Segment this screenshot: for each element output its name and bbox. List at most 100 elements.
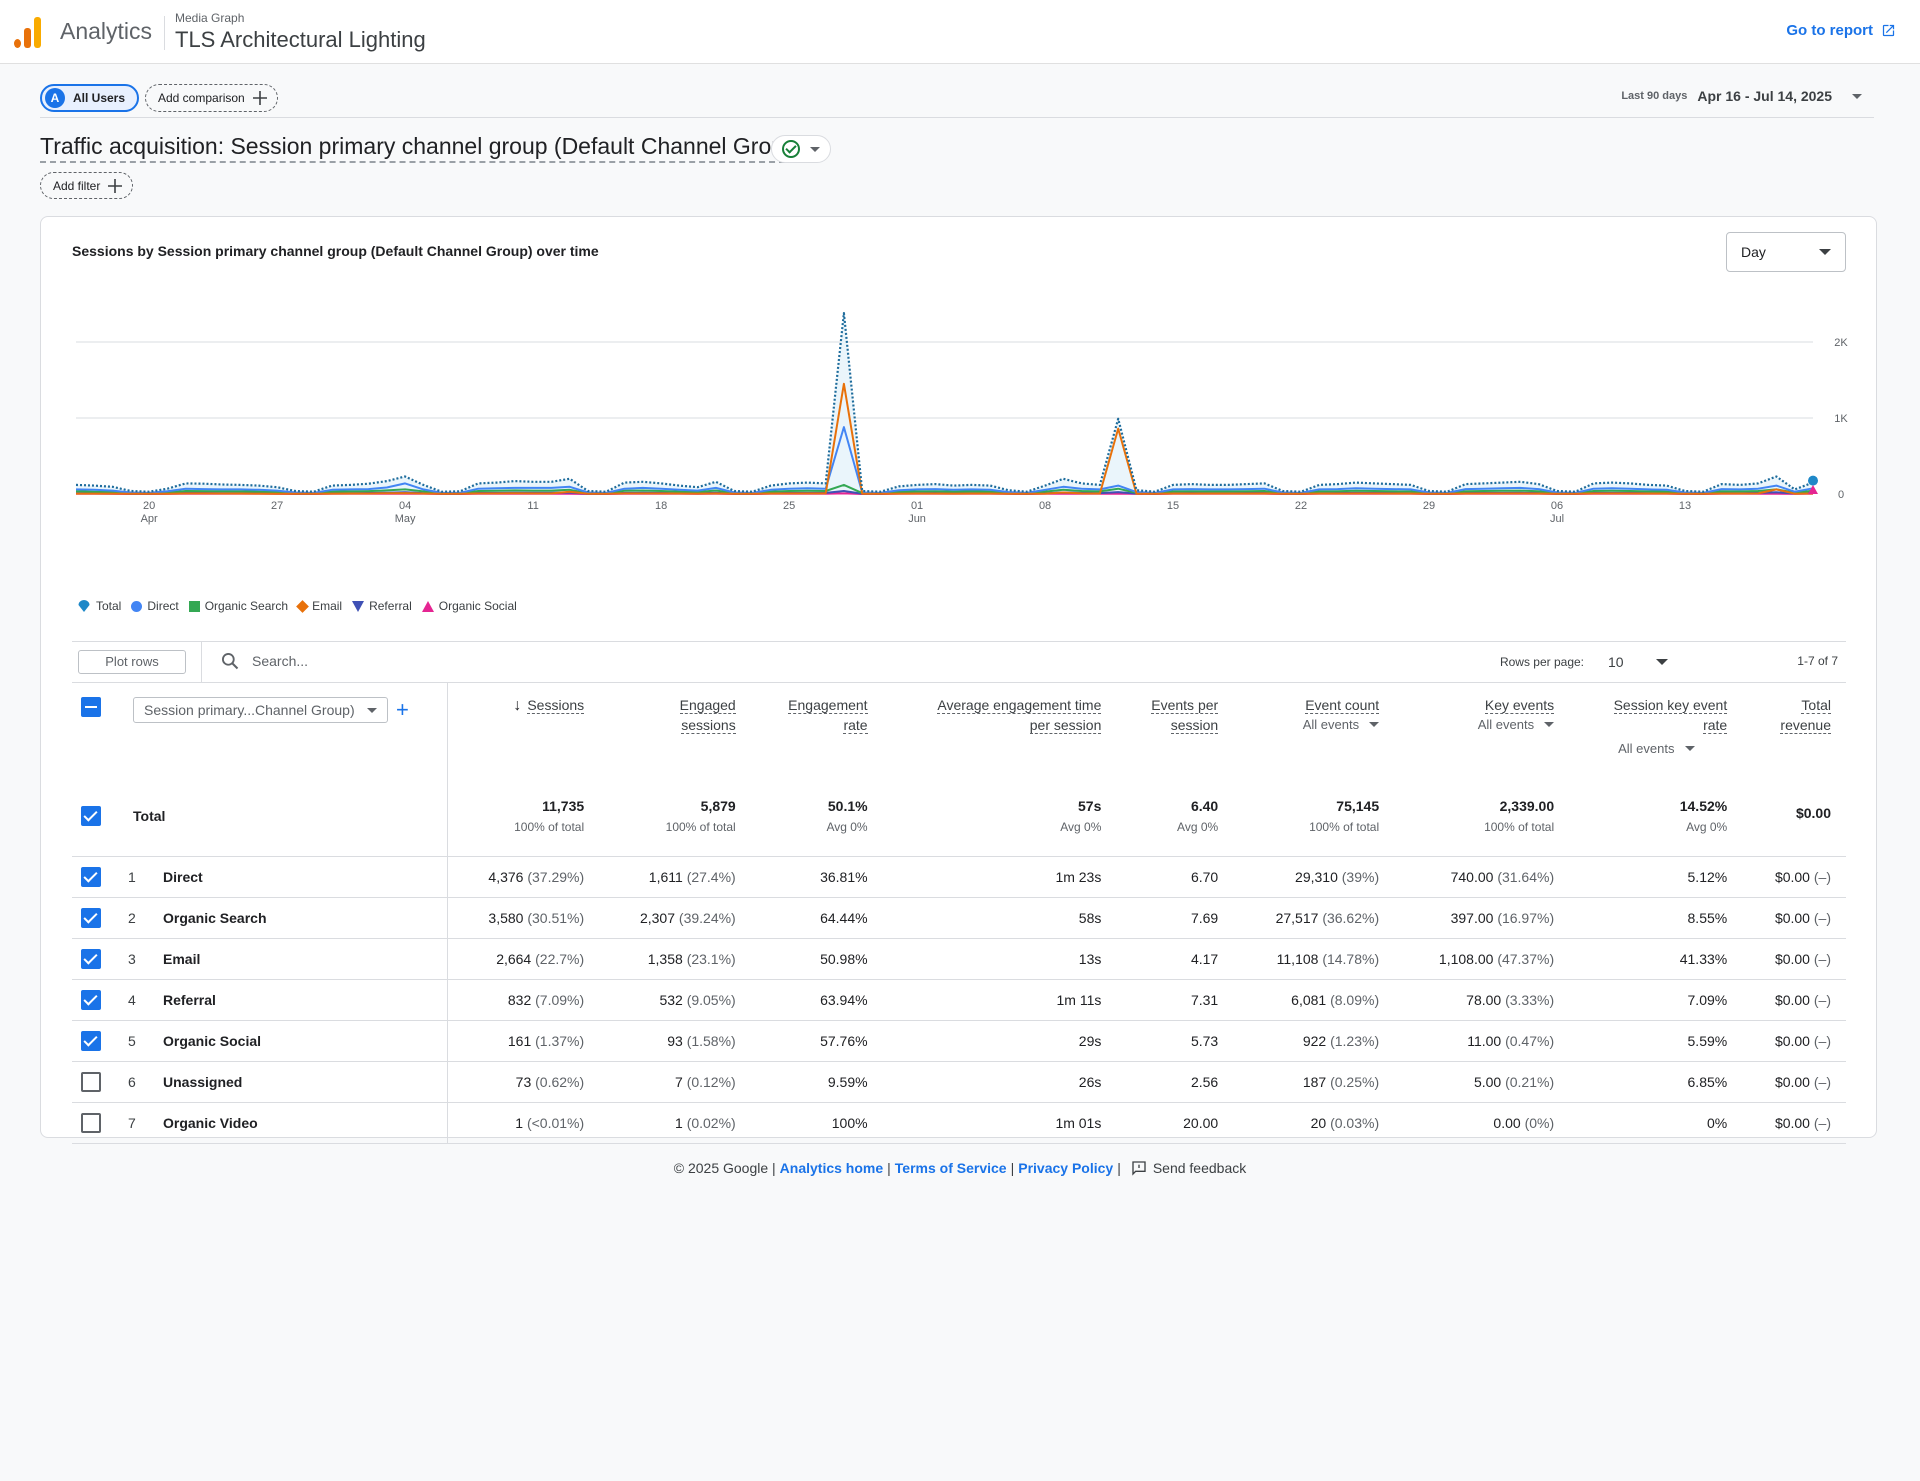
column-header[interactable]: Event count All events (1233, 683, 1394, 776)
table-search[interactable]: Search... (220, 651, 308, 671)
terms-of-service-link[interactable]: Terms of Service (894, 1160, 1007, 1176)
column-header[interactable]: Session key event rate All events (1569, 683, 1742, 776)
event-filter-select[interactable]: All events (1584, 741, 1727, 756)
total-cell: 2,339.00 100% of total (1394, 776, 1570, 857)
row-channel-name[interactable]: Organic Search (158, 897, 448, 939)
send-feedback-button[interactable]: Send feedback (1131, 1160, 1246, 1176)
column-header-label: rate (843, 717, 868, 734)
add-filter-button[interactable]: Add filter (40, 172, 134, 199)
event-filter-select[interactable]: All events (1248, 717, 1380, 732)
table-cell: $0.00 (–) (1742, 856, 1846, 898)
cell-value: 41.33% (1679, 950, 1728, 967)
row-channel-name[interactable]: Organic Video (158, 1102, 448, 1144)
row-channel-name[interactable]: Organic Social (158, 1020, 448, 1062)
row-checkbox[interactable] (81, 1071, 101, 1092)
go-to-report-link[interactable]: Go to report (1786, 22, 1896, 39)
segment-chip-all-users[interactable]: A All Users (40, 84, 140, 112)
column-header[interactable]: Events per session (1116, 683, 1233, 776)
plot-rows-button[interactable]: Plot rows (78, 650, 186, 674)
column-header[interactable]: Key events All events (1394, 683, 1569, 776)
row-channel-name[interactable]: Direct (158, 856, 448, 898)
report-card: Sessions by Session primary channel grou… (40, 216, 1877, 1144)
select-all-checkbox[interactable] (81, 697, 101, 717)
legend-item[interactable]: Referral (352, 599, 412, 613)
x-tick-label: 06 (1551, 500, 1563, 512)
cell-percent: (23.1%) (686, 950, 736, 967)
rows-per-page-select[interactable]: 10 (1608, 654, 1668, 670)
property-name[interactable]: TLS Architectural Lighting (175, 27, 426, 52)
table-cell: 29s (882, 1020, 1117, 1062)
column-header[interactable]: Engagement rate (751, 683, 883, 776)
column-header[interactable]: Average engagement time per session (883, 683, 1117, 776)
legend-item[interactable]: Direct (131, 599, 179, 613)
account-name[interactable]: Media Graph (175, 11, 245, 25)
table-cell: 1m 01s (882, 1102, 1117, 1144)
chevron-down-icon (1684, 746, 1695, 751)
cell-percent: (3.33%) (1505, 991, 1555, 1008)
legend-item[interactable]: Total (77, 599, 121, 613)
table-cell: 13s (882, 938, 1117, 980)
add-filter-label: Add filter (53, 178, 101, 193)
page-title[interactable]: Traffic acquisition: Session primary cha… (40, 133, 805, 163)
search-placeholder[interactable]: Search... (252, 653, 309, 669)
cell-percent: (9.05%) (686, 991, 736, 1008)
row-checkbox[interactable] (81, 948, 101, 969)
total-cell: 6.40 Avg 0% (1116, 776, 1234, 857)
privacy-policy-link[interactable]: Privacy Policy (1018, 1160, 1114, 1176)
row-checkbox[interactable] (81, 866, 101, 887)
total-cell: 14.52% Avg 0% (1569, 776, 1743, 857)
legend-pin-icon (78, 600, 90, 612)
legend-item[interactable]: Email (296, 599, 342, 613)
report-status-button[interactable] (771, 135, 831, 163)
add-comparison-label: Add comparison (158, 91, 245, 105)
row-channel-name[interactable]: Unassigned (158, 1061, 448, 1103)
column-header[interactable]: ↓ Sessions (447, 683, 599, 776)
cell-value: 532 (659, 991, 683, 1008)
row-checkbox[interactable] (81, 1030, 101, 1051)
footer-copyright: © 2025 Google | (673, 1160, 776, 1176)
table-cell: 1m 11s (882, 979, 1117, 1021)
table-cell: 7.09% (1569, 979, 1743, 1021)
analytics-logo-icon[interactable] (14, 16, 44, 48)
cell-percent: (–) (1813, 1114, 1831, 1131)
y-tick-label: 2K (1834, 337, 1848, 349)
cell-value: 20.00 (1183, 1114, 1219, 1131)
total-checkbox[interactable] (81, 805, 101, 826)
cell-percent: (–) (1813, 909, 1831, 926)
column-header-label: Event count (1305, 697, 1380, 714)
cell-percent: (39%) (1341, 868, 1380, 885)
cell-percent: (22.7%) (535, 950, 585, 967)
app-name[interactable]: Analytics (60, 18, 153, 44)
cell-value: 1,611 (648, 868, 683, 885)
column-header[interactable]: Engaged sessions (599, 683, 751, 776)
total-subtext: Avg 0% (1060, 819, 1102, 834)
table-cell: 11.00 (0.47%) (1394, 1020, 1570, 1062)
analytics-home-link[interactable]: Analytics home (779, 1160, 884, 1176)
row-checkbox[interactable] (81, 1112, 101, 1133)
date-range-picker[interactable]: Last 90 days Apr 16 - Jul 14, 2025 (1621, 88, 1862, 104)
series-line-direct (75, 426, 1814, 494)
table-row: 4 Referral 832 (7.09%) 532 (9.05%) 63.94% 1m … (72, 979, 1846, 1021)
legend-item[interactable]: Organic Search (188, 599, 288, 613)
row-checkbox[interactable] (81, 907, 101, 928)
column-header[interactable]: Total revenue (1742, 683, 1846, 776)
granularity-select[interactable]: Day (1726, 232, 1846, 272)
table-cell: 20 (0.03%) (1233, 1102, 1395, 1144)
rows-per-page: Rows per page: 10 (1500, 654, 1668, 670)
row-channel-name[interactable]: Email (158, 938, 448, 980)
row-checkbox[interactable] (81, 989, 101, 1010)
dimension-select[interactable]: Session primary...Channel Group) (133, 697, 388, 723)
add-dimension-plus-icon[interactable]: + (396, 697, 409, 722)
total-area-fill (76, 313, 1813, 494)
cell-value: 1,358 (647, 950, 683, 967)
cell-value: 11,108 (1276, 950, 1319, 967)
event-filter-select[interactable]: All events (1409, 717, 1555, 732)
cell-value: $0.00 (1774, 950, 1810, 967)
add-comparison-button[interactable]: Add comparison (145, 84, 278, 112)
total-subtext: 100% of total (1309, 819, 1380, 834)
cell-percent: (7.09%) (535, 991, 585, 1008)
row-channel-name[interactable]: Referral (158, 979, 448, 1021)
cell-value: 57.76% (820, 1032, 868, 1049)
legend-item[interactable]: Organic Social (421, 599, 517, 613)
total-cell: 50.1% Avg 0% (750, 776, 883, 857)
